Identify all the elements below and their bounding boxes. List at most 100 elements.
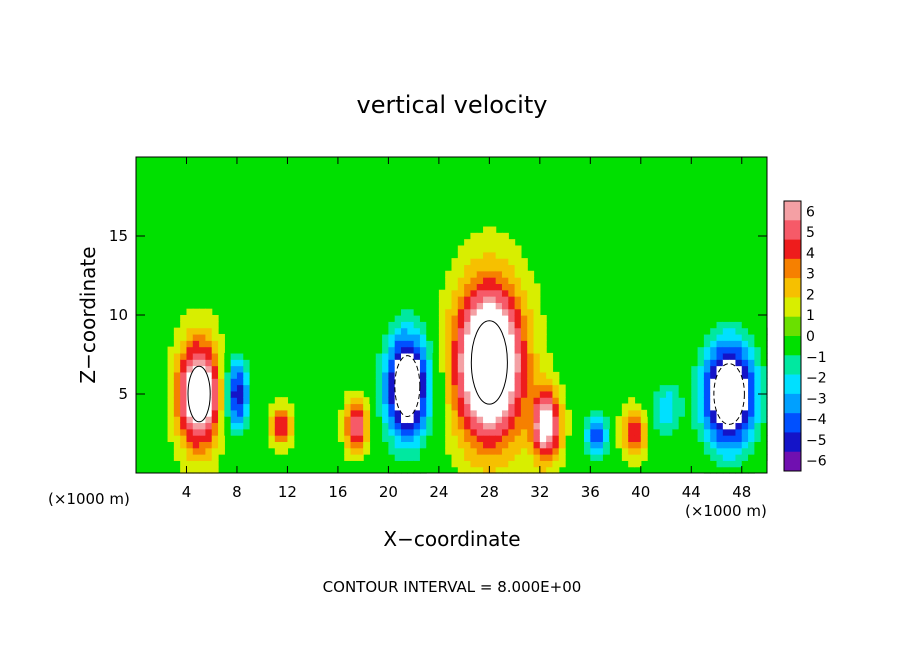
heatmap-cell [691,428,699,436]
heatmap-cell [520,264,528,272]
heatmap-cell [710,409,718,417]
heatmap-cell [350,435,358,442]
heatmap-cell [672,416,680,424]
heatmap-cell [476,333,484,341]
heatmap-cell [369,371,377,379]
heatmap-cell [729,346,737,354]
heatmap-cell [464,346,472,354]
heatmap-cell [716,416,724,424]
heatmap-cell [476,409,484,417]
heatmap-cell [457,270,465,278]
heatmap-cell [394,352,402,360]
heatmap-cell [590,460,598,468]
heatmap-cell [413,435,421,442]
heatmap-cell [729,441,737,449]
heatmap-cell [432,390,440,398]
heatmap-cell [691,371,699,379]
heatmap-cell [438,308,446,316]
heatmap-cell [577,428,585,436]
heatmap-cell [602,454,610,461]
heatmap-cell [432,409,440,417]
heatmap-cell [501,245,509,253]
heatmap-cell [527,352,535,360]
heatmap-cell [716,378,724,386]
heatmap-cell [382,390,389,398]
heatmap-cell [754,321,762,329]
heatmap-cell [602,409,610,417]
heatmap-cell [180,447,188,455]
heatmap-cell [413,390,421,398]
heatmap-cell [716,397,724,405]
heatmap-cell [205,441,213,449]
heatmap-cell [647,390,655,398]
heatmap-cell [180,333,188,341]
heatmap-cell [199,460,207,468]
heatmap-cell [710,441,718,449]
heatmap-cell [501,371,509,379]
heatmap-cell [419,378,427,386]
heatmap-cell [621,422,629,430]
heatmap-cell [552,447,560,455]
heatmap-cell [224,378,232,386]
heatmap-cell [173,352,181,360]
heatmap-cell [691,384,699,392]
heatmap-cell [445,371,453,379]
heatmap-cell [394,378,402,386]
heatmap-cell [520,428,528,436]
heatmap-cell [388,327,396,335]
heatmap-cell [691,409,699,417]
heatmap-cell [577,435,585,442]
heatmap-cell [407,333,415,341]
heatmap-cell [552,409,560,417]
heatmap-cell [224,390,232,398]
heatmap-cell [760,416,768,424]
heatmap-cell [527,321,535,329]
heatmap-cell [514,435,522,442]
heatmap-cell [678,390,686,398]
heatmap-cell [514,258,522,266]
heatmap-cell [760,340,768,348]
heatmap-cell [205,416,213,424]
heatmap-cell [483,315,490,322]
heatmap-cell [735,327,743,335]
heatmap-cell [401,416,408,424]
heatmap-cell [483,277,490,284]
heatmap-cell [243,403,251,411]
heatmap-cell [243,441,251,449]
heatmap-cell [451,258,459,266]
heatmap-cell [382,378,389,386]
heatmap-cell [470,466,478,474]
heatmap-cell [748,435,755,442]
heatmap-cell [218,416,225,424]
heatmap-cell [356,454,364,461]
heatmap-cell [659,397,667,405]
heatmap-cell [394,321,402,329]
heatmap-cell [199,333,207,341]
heatmap-cell [666,378,673,386]
colorbar-swatch [784,393,801,414]
heatmap-cell [760,371,768,379]
heatmap-cell [754,390,762,398]
heatmap-cell [527,466,535,474]
heatmap-cell [508,359,516,367]
heatmap-cell [552,454,560,461]
heatmap-cell [375,384,383,392]
heatmap-cell [394,327,402,335]
heatmap-cell [249,371,257,379]
heatmap-cell [394,390,402,398]
heatmap-cell [382,403,389,411]
heatmap-cell [192,466,200,474]
heatmap-cell [445,428,453,436]
heatmap-cell [741,466,749,474]
heatmap-cell [394,296,402,303]
heatmap-cell [703,359,711,367]
heatmap-cell [741,359,749,367]
heatmap-cell [483,384,490,392]
heatmap-cell [401,359,408,367]
heatmap-cell [489,352,497,360]
heatmap-cell [508,371,516,379]
heatmap-cell [470,308,478,316]
heatmap-cell [514,315,522,322]
heatmap-cell [678,435,686,442]
heatmap-cell [476,296,484,303]
